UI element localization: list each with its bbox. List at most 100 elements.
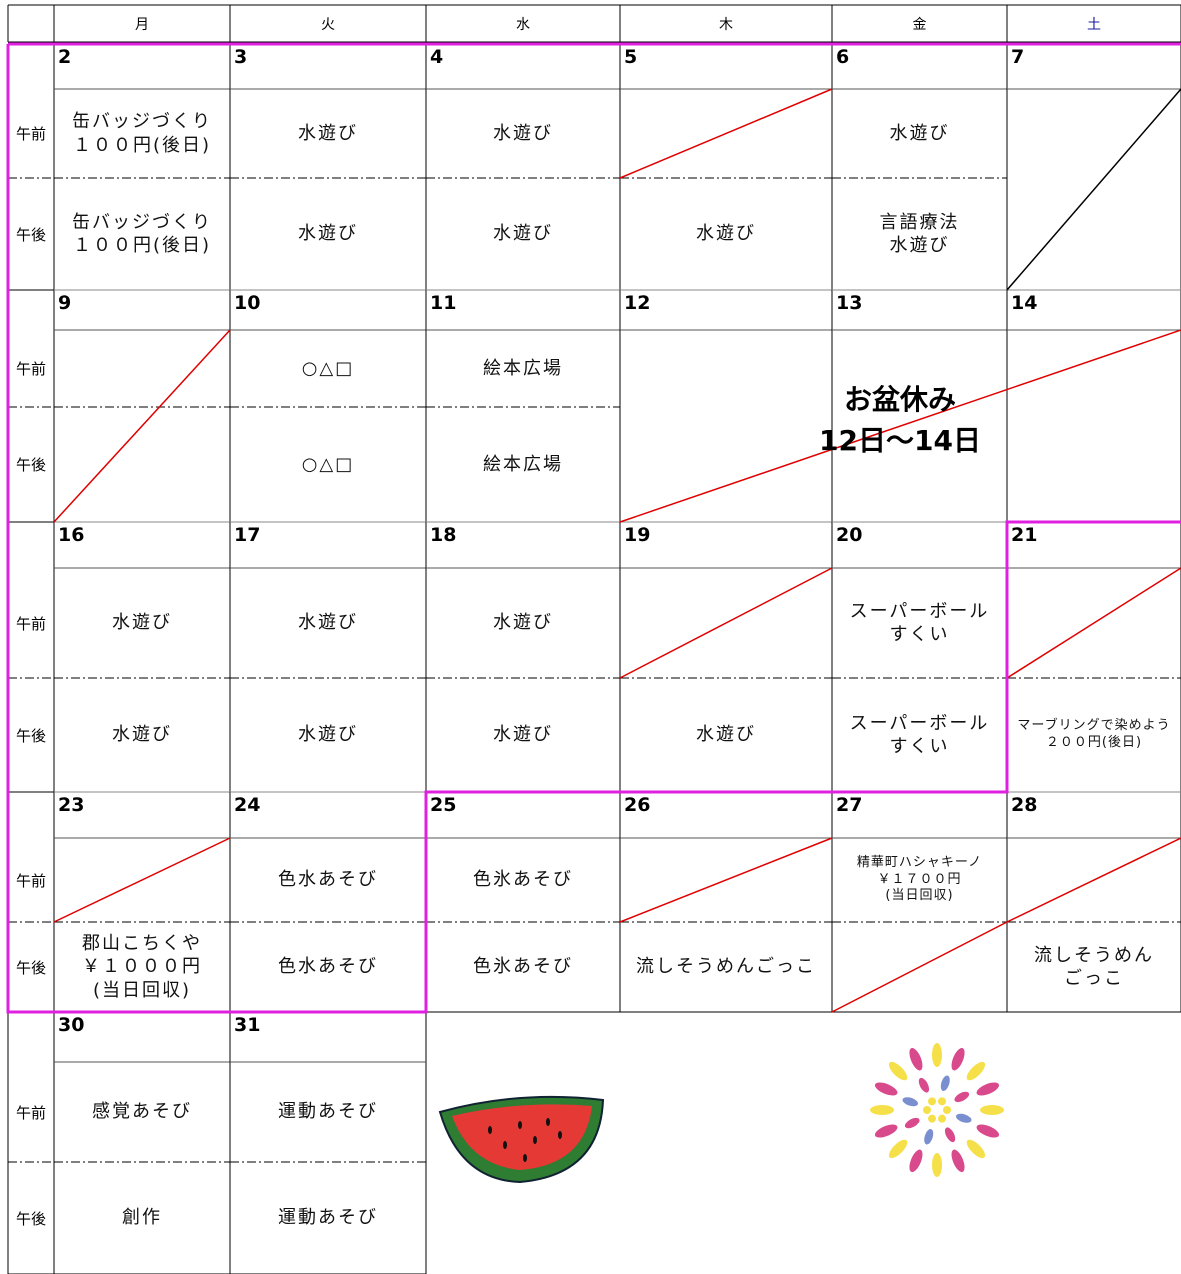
activity-line: 缶バッジづくり	[72, 111, 212, 133]
activity-cell: スーパーボール すくい	[832, 678, 1007, 792]
activity-line: 水遊び	[493, 122, 553, 144]
date-number: 30	[58, 1014, 85, 1036]
activity-line: 缶バッジづくり	[72, 211, 212, 233]
firework-petal	[874, 1082, 898, 1096]
watermelon-flesh	[452, 1104, 592, 1170]
date-number: 25	[430, 794, 457, 816]
activity-line: 色氷あそび	[473, 956, 573, 978]
activity-line: 感覚あそび	[92, 1101, 192, 1123]
activity-line: 絵本広場	[483, 357, 563, 379]
date-number: 28	[1011, 794, 1038, 816]
activity-cell: 運動あそび	[230, 1062, 426, 1162]
activity-line: (当日回収)	[885, 888, 954, 904]
activity-cell: ○△□	[230, 330, 426, 407]
activity-cell: マーブリングで染めよう ２００円(後日)	[1007, 678, 1181, 792]
activity-line: 水遊び	[696, 223, 756, 245]
activity-cell: 色水あそび	[230, 838, 426, 922]
activity-line: マーブリングで染めよう	[1017, 718, 1171, 734]
activity-line: ○△□	[301, 357, 355, 379]
date-number: 18	[430, 524, 457, 546]
activity-line: １００円(後日)	[72, 235, 212, 256]
period-label: 午後	[15, 1209, 46, 1228]
activity-line: 水遊び	[112, 724, 172, 746]
date-number: 23	[58, 794, 85, 816]
firework-petal	[976, 1082, 1000, 1096]
date-number: 10	[234, 292, 261, 314]
firework-petal	[932, 1043, 942, 1067]
activity-line: ○△□	[301, 453, 355, 475]
activity-cell: 色氷あそび	[426, 922, 620, 1012]
day-header: 月	[135, 16, 149, 33]
diagonal-slash	[619, 329, 1181, 523]
date-number: 19	[624, 524, 651, 546]
activity-line: 色水あそび	[278, 869, 378, 891]
diagonal-slash	[1006, 837, 1181, 923]
activity-line: 水遊び	[298, 724, 358, 746]
activity-line: 色氷あそび	[473, 869, 573, 891]
activity-cell: 精華町ハシャキーノ ￥１７００円 (当日回収)	[832, 838, 1007, 922]
date-number: 4	[430, 46, 444, 68]
holiday-note: お盆休み 12日～14日	[700, 380, 1100, 461]
date-number: 2	[58, 46, 72, 68]
activity-line: すくい	[889, 736, 950, 757]
period-label: 午前	[15, 360, 46, 378]
activity-line: 水遊び	[112, 612, 172, 634]
diagonal-slash	[1006, 567, 1181, 679]
firework-petal	[976, 1124, 1000, 1138]
firework-dot	[938, 1097, 946, 1106]
day-header: 水	[516, 16, 530, 33]
firework-petal	[909, 1149, 923, 1173]
diagonal-slash	[619, 567, 833, 679]
activity-line: 水遊び	[889, 122, 950, 144]
activity-line: 水遊び	[298, 612, 358, 634]
activity-cell: スーパーボール すくい	[832, 568, 1007, 678]
activity-cell: 水遊び	[230, 678, 426, 792]
activity-line: 運動あそび	[278, 1101, 378, 1123]
activity-cell: 郡山こちくや ￥１０００円 (当日回収)	[54, 922, 230, 1012]
date-number: 20	[836, 524, 863, 546]
activity-cell: 水遊び	[230, 568, 426, 678]
diagonal-slash	[619, 88, 833, 179]
activity-cell: 缶バッジづくり １００円(後日)	[54, 178, 230, 290]
activity-line: すくい	[889, 624, 950, 645]
diagonal-slash	[831, 921, 1008, 1013]
period-label: 午後	[15, 456, 46, 474]
activity-cell: 色水あそび	[230, 922, 426, 1012]
diagonal-slash	[53, 329, 231, 523]
activity-cell: 流しそうめんごっこ	[1007, 922, 1181, 1012]
seed	[546, 1118, 550, 1126]
period-label: 午前	[15, 614, 46, 633]
activity-cell: 創作	[54, 1162, 230, 1274]
firework-dot	[928, 1114, 936, 1123]
date-number: 26	[624, 794, 651, 816]
seed	[488, 1126, 492, 1134]
date-number: 3	[234, 46, 248, 68]
diagonal-slash	[53, 837, 231, 923]
firework-petal	[944, 1127, 956, 1143]
firework-dot	[943, 1106, 951, 1114]
seed	[533, 1136, 537, 1144]
date-number: 13	[836, 292, 863, 314]
activity-cell: 流しそうめんごっこ	[620, 922, 832, 1012]
activity-line: 水遊び	[696, 724, 756, 746]
date-number: 14	[1011, 292, 1038, 314]
activity-cell: 水遊び	[620, 678, 832, 792]
firework-petal	[874, 1124, 898, 1138]
activity-line: 創作	[122, 1207, 162, 1229]
date-number: 5	[624, 46, 638, 68]
date-number: 12	[624, 292, 651, 314]
seed	[558, 1131, 562, 1139]
activity-line: 水遊び	[298, 122, 358, 144]
day-header: 木	[719, 16, 733, 33]
activity-line: ごっこ	[1064, 968, 1124, 989]
firework-petal	[956, 1113, 972, 1123]
activity-cell: 感覚あそび	[54, 1062, 230, 1162]
activity-line: 郡山こちくや	[82, 932, 202, 954]
day-header: 金	[912, 16, 927, 33]
activity-line: １００円(後日)	[72, 134, 212, 156]
activity-line: 流しそうめんごっこ	[636, 956, 816, 978]
highlight-border	[6, 44, 1181, 1014]
activity-line: スーパーボール	[849, 600, 990, 622]
firework-petal	[924, 1129, 934, 1145]
